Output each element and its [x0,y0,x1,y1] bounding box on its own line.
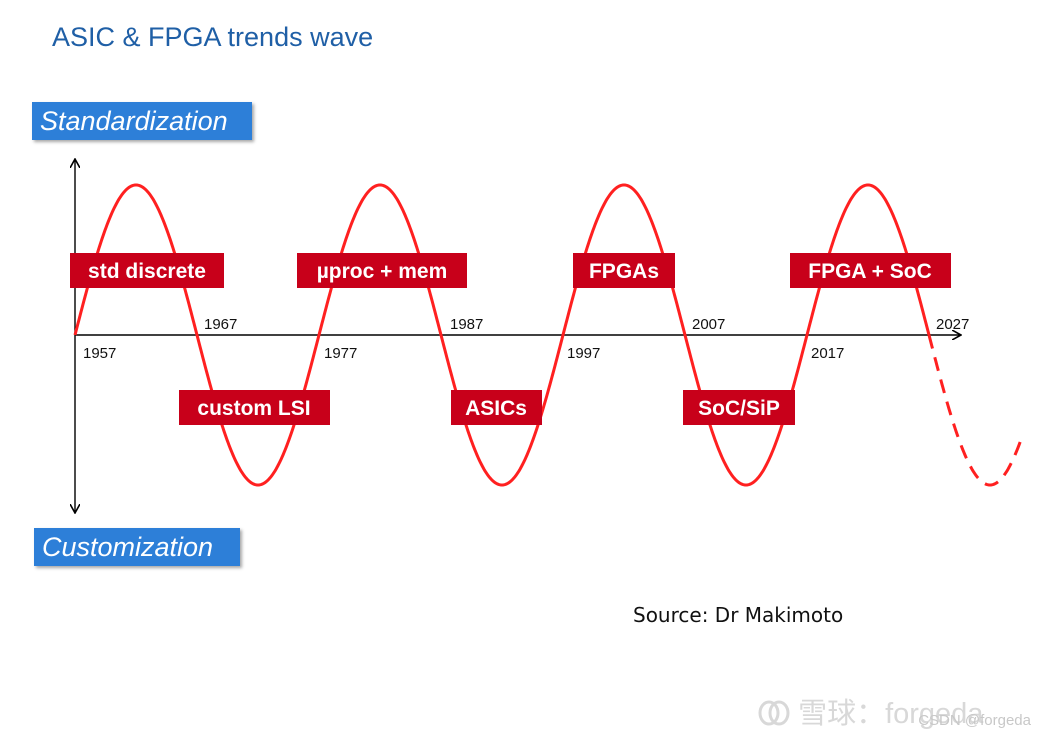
source-note: Source: Dr Makimoto [633,603,844,627]
year-label: 1967 [204,316,237,333]
phase-label: custom LSI [197,397,310,420]
wave-dashed [927,334,1024,487]
csdn-watermark: CSDN @forgeda [918,712,1031,729]
year-label: 1957 [83,345,116,362]
year-label: 1987 [450,316,483,333]
phase-label: std discrete [88,260,206,283]
watermark-text: 雪球：forgeda [798,698,984,730]
year-label: 2017 [811,345,844,362]
phase-label: FPGA + SoC [808,260,932,283]
phase-box: SoC/SiP [683,390,795,425]
diagram-title: ASIC & FPGA trends wave [52,22,374,52]
phase-box: FPGAs [573,253,675,288]
phase-label: ASICs [465,397,527,420]
snowball-logo-icon [758,700,790,726]
customization-label: Customization [34,528,240,566]
phase-label: µproc + mem [317,260,448,283]
phase-box: std discrete [70,253,224,288]
year-label: 1977 [324,345,357,362]
standardization-label: Standardization [32,102,252,140]
phase-box: FPGA + SoC [790,253,951,288]
phase-box: custom LSI [179,390,330,425]
phase-label: SoC/SiP [698,397,780,420]
year-label: 2027 [936,316,969,333]
year-label: 2007 [692,316,725,333]
phase-label: FPGAs [589,260,659,283]
phase-box: ASICs [451,390,542,425]
year-label: 1997 [567,345,600,362]
phase-box: µproc + mem [297,253,467,288]
watermark: 雪球：forgeda [758,690,983,732]
